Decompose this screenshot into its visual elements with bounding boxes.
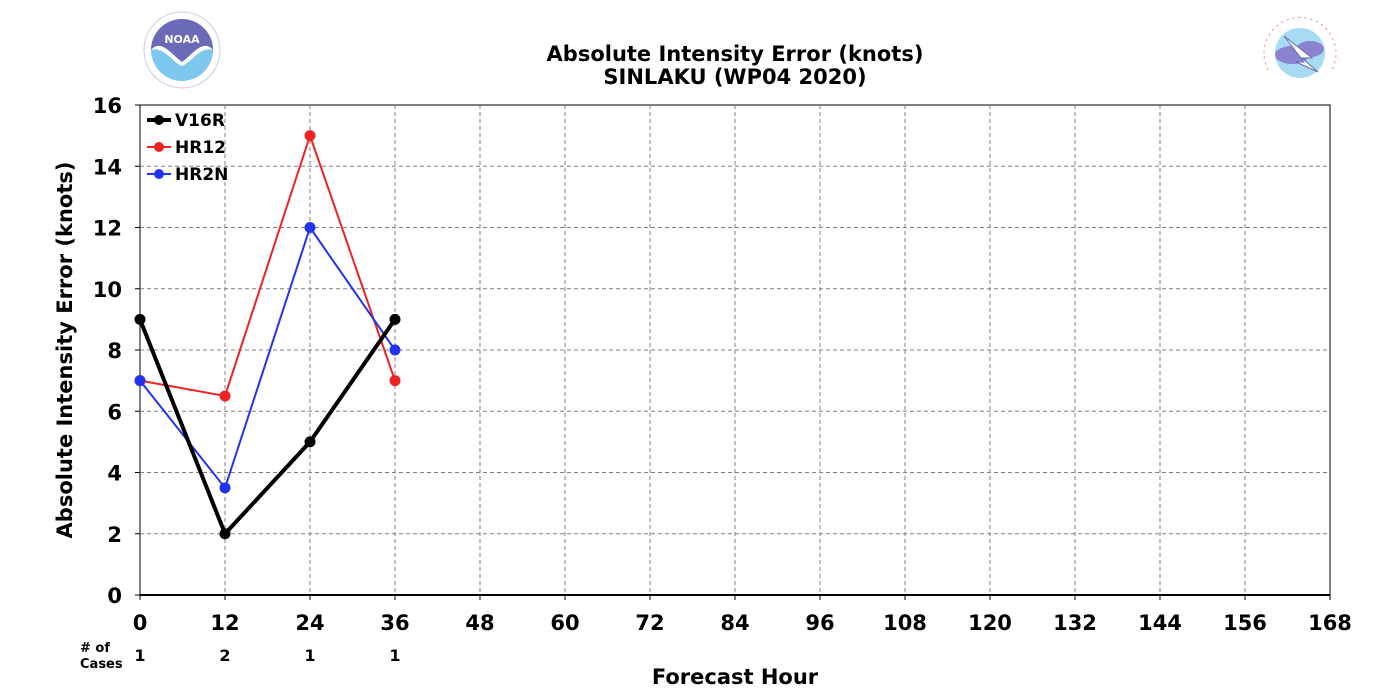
legend-label: HR12 (175, 138, 226, 158)
x-tick-label: 168 (1308, 611, 1352, 635)
noaa-logo-text: NOAA (164, 33, 200, 46)
y-tick-label: 14 (93, 155, 122, 179)
data-point-v16r (304, 436, 316, 448)
series-line-v16r (138, 318, 397, 536)
legend-label: V16R (175, 111, 225, 131)
case-count: 1 (134, 646, 145, 665)
y-axis-label: Absolute Intensity Error (knots) (53, 162, 77, 539)
x-tick-label: 108 (883, 611, 927, 635)
data-point-hr2n (134, 375, 146, 387)
cases-header-line2: Cases (80, 657, 123, 672)
case-count: 2 (219, 646, 230, 665)
series-line-hr2n (139, 226, 396, 489)
case-counts: 1 2 1 1 (134, 646, 400, 665)
y-tick-label: 4 (107, 462, 122, 486)
noaa-logo: NOAA (143, 11, 221, 89)
series-hr2n (134, 222, 401, 494)
x-tick-label: 24 (295, 611, 324, 635)
data-point-hr2n (219, 482, 231, 494)
legend-marker (154, 115, 164, 125)
legend-label: HR2N (175, 165, 228, 185)
data-point-hr2n (389, 344, 401, 356)
y-tick-label: 6 (107, 400, 122, 424)
data-point-hr12 (389, 375, 401, 387)
y-tick-labels: 0 2 4 6 8 10 12 14 16 (93, 94, 140, 608)
y-tick-label: 8 (107, 339, 122, 363)
x-tick-label: 12 (210, 611, 239, 635)
x-tick-labels: 0 12 24 36 48 60 72 84 96 108 120 132 144 156 168 (133, 595, 1352, 635)
y-tick-label: 12 (93, 217, 122, 241)
case-count: 1 (304, 646, 315, 665)
x-axis-label: Forecast Hour (652, 665, 819, 689)
legend-marker (154, 169, 164, 179)
data-point-hr12 (219, 390, 231, 402)
cases-header-line1: # of (80, 641, 110, 656)
x-tick-label: 96 (805, 611, 834, 635)
data-point-v16r (219, 528, 231, 540)
x-tick-label: 120 (968, 611, 1012, 635)
data-point-v16r (389, 313, 401, 325)
x-tick-label: 132 (1053, 611, 1097, 635)
data-series (134, 130, 401, 540)
x-tick-label: 48 (465, 611, 494, 635)
data-point-v16r (134, 313, 146, 325)
chart-subtitle: SINLAKU (WP04 2020) (603, 65, 866, 89)
y-tick-label: 0 (107, 584, 122, 608)
data-point-hr12 (304, 130, 316, 142)
x-tick-label: 60 (550, 611, 579, 635)
y-tick-label: 10 (93, 278, 122, 302)
data-point-hr2n (304, 222, 316, 233)
x-tick-label: 36 (380, 611, 409, 635)
legend-marker (154, 142, 164, 152)
legend: V16R HR12 HR2N (147, 111, 228, 185)
series-line-hr12 (139, 134, 396, 397)
series-v16r (134, 313, 401, 540)
case-count: 1 (389, 646, 400, 665)
x-tick-label: 72 (635, 611, 664, 635)
legend-item-hr12: HR12 (147, 138, 226, 158)
legend-item-hr2n: HR2N (147, 165, 228, 185)
x-tick-label: 84 (720, 611, 749, 635)
y-tick-label: 2 (107, 523, 122, 547)
x-tick-label: 144 (1138, 611, 1182, 635)
grid-lines (140, 105, 1330, 595)
nws-logo (1263, 17, 1337, 89)
y-tick-label: 16 (93, 94, 122, 118)
x-tick-label: 156 (1223, 611, 1267, 635)
legend-item-v16r: V16R (147, 111, 225, 131)
x-tick-label: 0 (133, 611, 148, 635)
chart-title: Absolute Intensity Error (knots) (547, 42, 924, 66)
